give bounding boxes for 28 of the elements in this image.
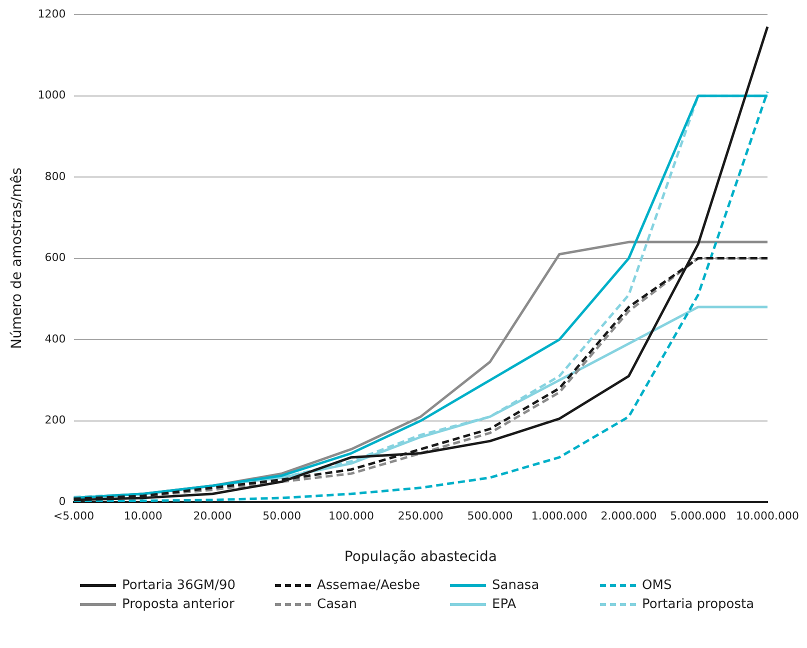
legend-label: Proposta anterior xyxy=(122,597,234,612)
y-tick-label: 1200 xyxy=(38,7,66,20)
x-tick-label: 100.000 xyxy=(328,509,374,522)
x-tick-label: 1.000.000 xyxy=(531,509,588,522)
y-tick-label: 800 xyxy=(44,170,66,183)
legend-label: Casan xyxy=(317,597,358,612)
x-tick-label: 20.000 xyxy=(193,509,232,522)
x-tick-label: 10.000.000 xyxy=(736,509,799,522)
x-tick-label: <5.000 xyxy=(53,509,94,522)
y-tick-label: 200 xyxy=(44,414,66,427)
x-tick-label: 5.000.000 xyxy=(670,509,726,522)
legend-label: Assemae/Aesbe xyxy=(317,578,420,593)
x-tick-label: 50.000 xyxy=(262,509,302,522)
x-tick-label: 500.000 xyxy=(467,509,513,522)
x-tick-label: 2.000.000 xyxy=(600,509,657,522)
y-tick-label: 600 xyxy=(44,251,66,264)
legend-label: OMS xyxy=(642,578,672,593)
x-tick-label: 250.000 xyxy=(398,509,444,522)
legend-label: Sanasa xyxy=(492,578,540,593)
y-axis-title: Número de amostras/mês xyxy=(9,168,26,350)
x-axis-title: População abastecida xyxy=(344,549,497,566)
legend-label: Portaria 36GM/90 xyxy=(122,578,236,593)
y-tick-label: 400 xyxy=(44,332,66,346)
legend-label: Portaria proposta xyxy=(642,597,754,612)
y-tick-label: 0 xyxy=(58,494,66,508)
y-tick-label: 1000 xyxy=(38,88,66,102)
x-tick-label: 10.000 xyxy=(124,509,162,522)
legend-label: EPA xyxy=(492,597,516,612)
